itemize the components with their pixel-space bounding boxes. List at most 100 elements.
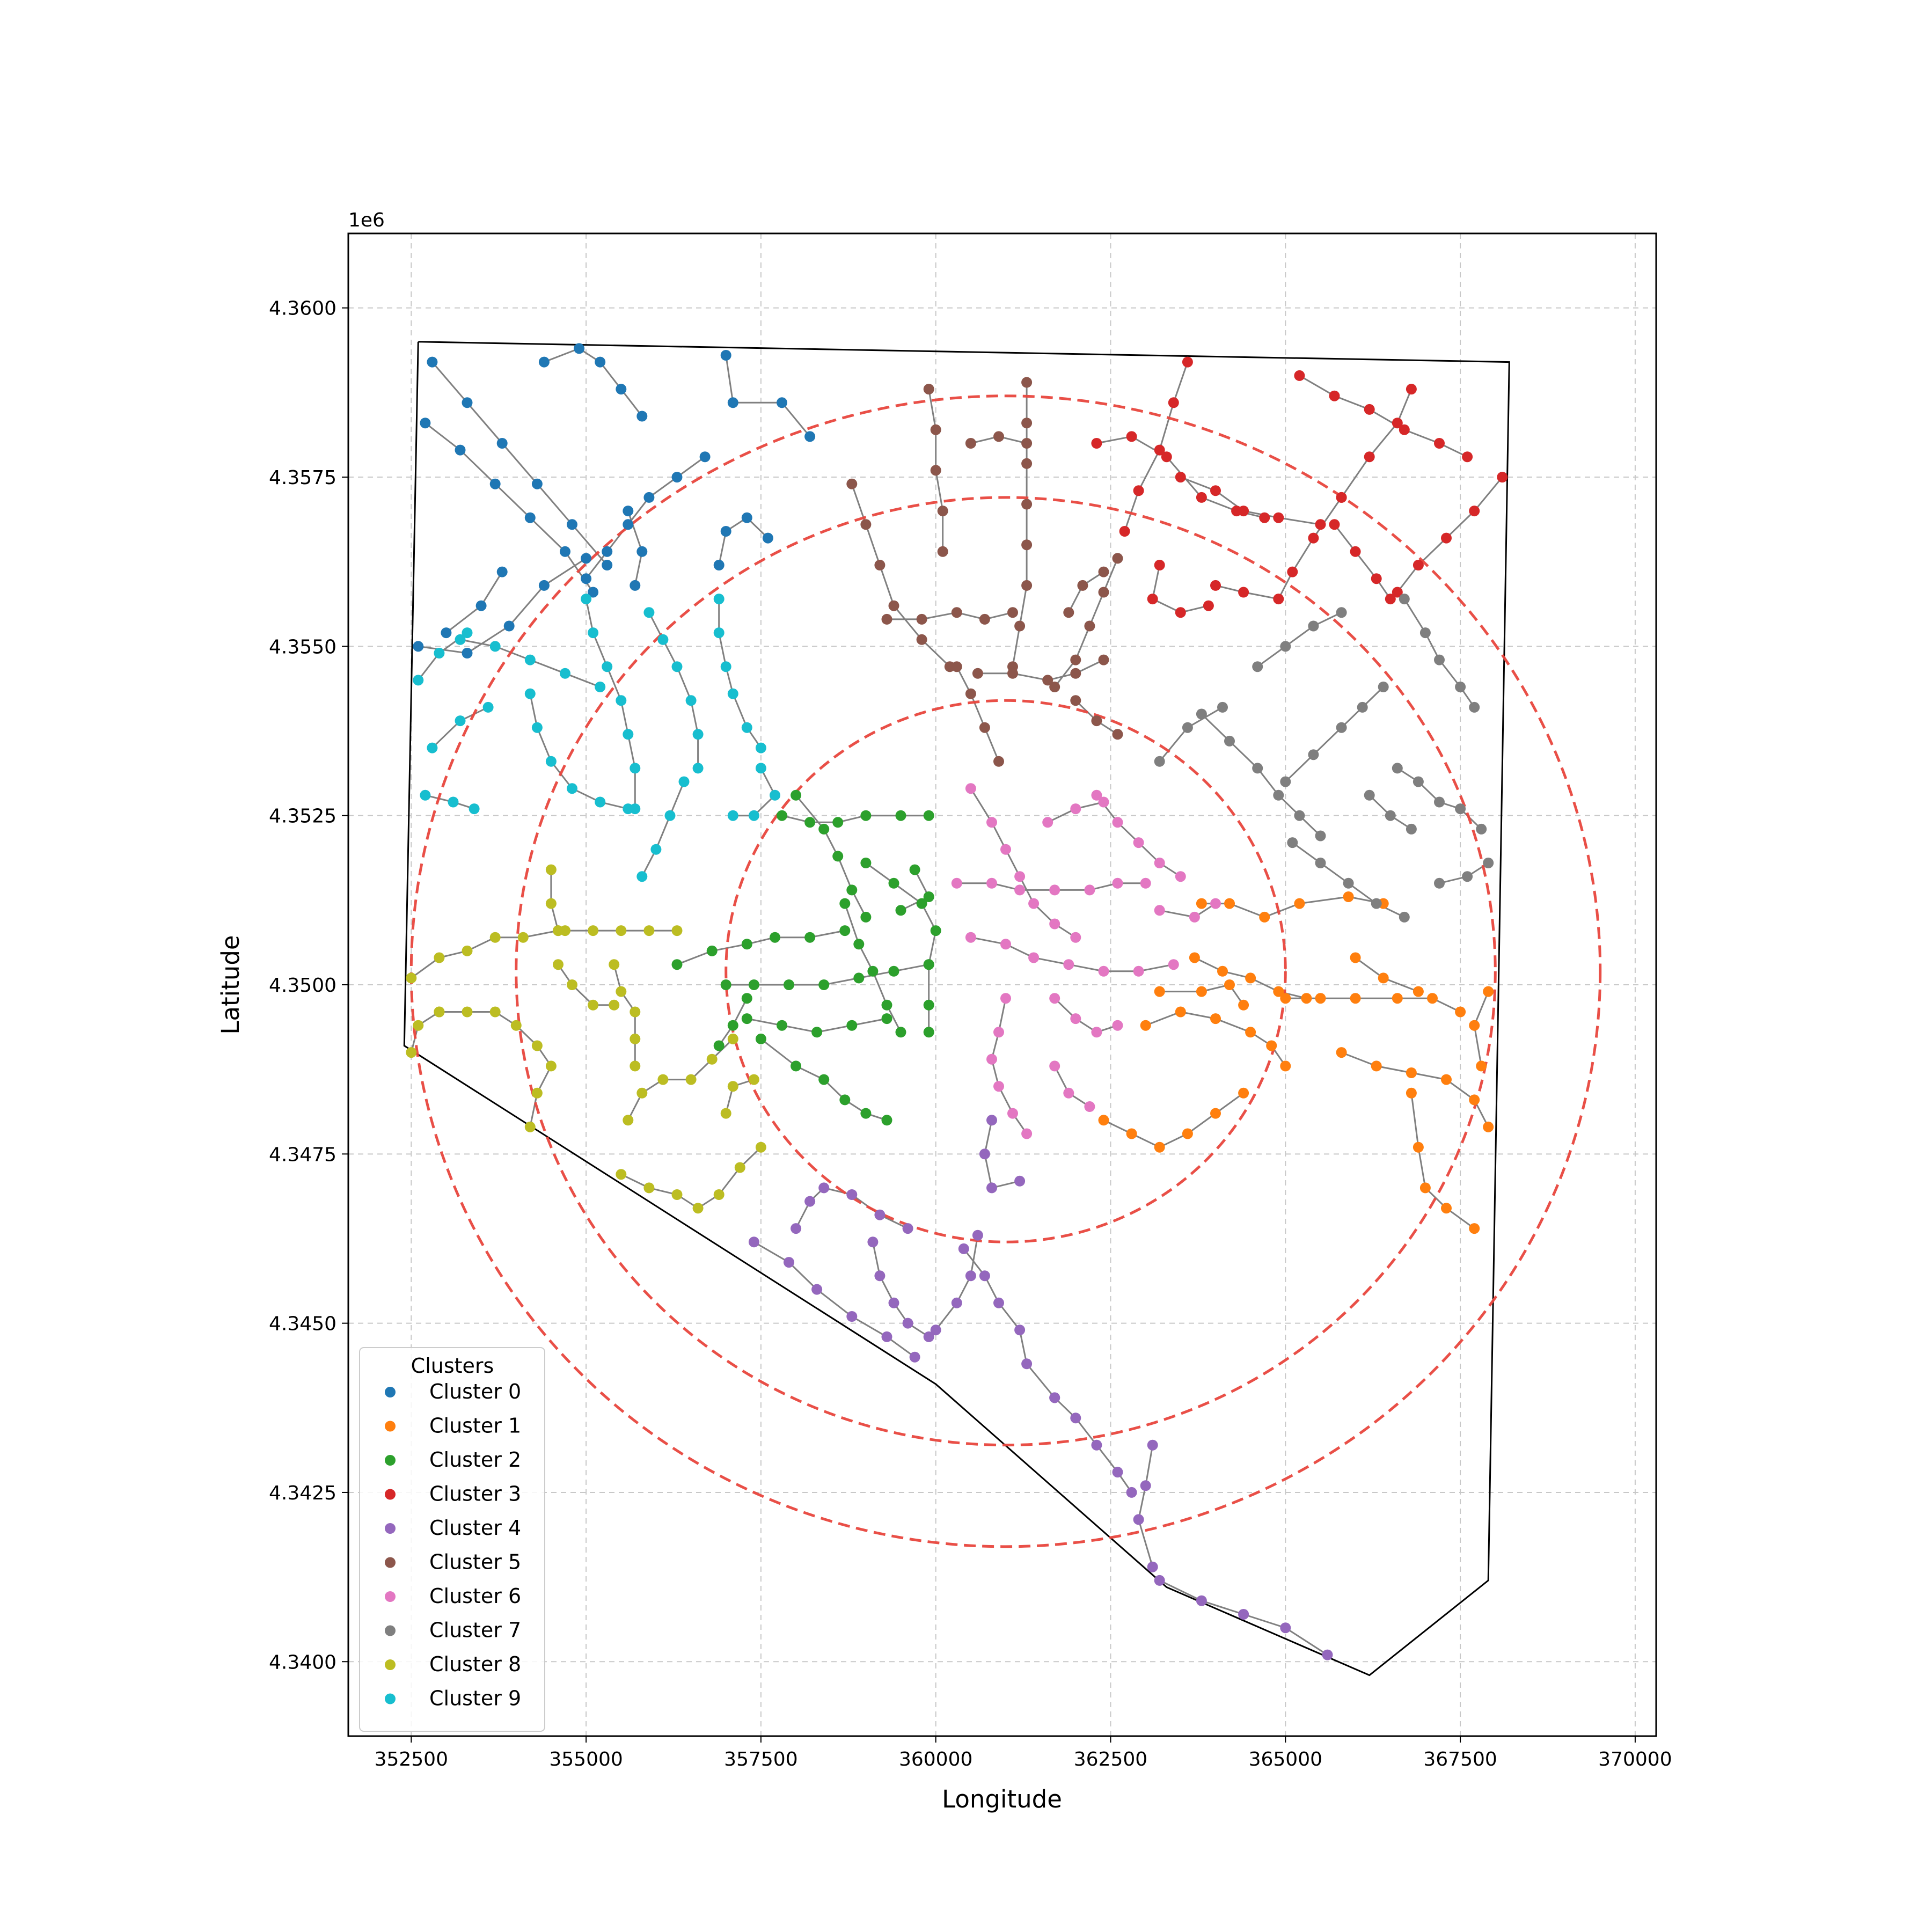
cluster-0-point: [762, 532, 773, 544]
cluster-0-point: [602, 560, 613, 570]
cluster-0-point: [503, 620, 515, 632]
cluster-1-point: [1273, 986, 1284, 997]
cluster-3-point: [1364, 451, 1375, 463]
cluster-1-point: [1126, 1128, 1137, 1139]
cluster-9-point: [567, 783, 577, 794]
cluster-1-point: [1238, 1087, 1249, 1099]
cluster-2-point: [727, 1020, 738, 1031]
cluster-3-point: [1497, 472, 1508, 483]
cluster-edge: [585, 456, 706, 580]
cluster-edge: [676, 930, 845, 965]
cluster-edge: [984, 1119, 1020, 1189]
y-offset-label: 1e6: [348, 209, 385, 231]
cluster-1-point: [1483, 1121, 1494, 1132]
cluster-2-point: [755, 1033, 766, 1044]
cluster-9-point: [727, 688, 738, 699]
cluster-0-point: [574, 343, 585, 354]
cluster-1-point: [1154, 986, 1165, 997]
cluster-4-point: [804, 1196, 816, 1207]
cluster-edge: [1151, 565, 1209, 613]
cluster-edge: [1012, 382, 1028, 667]
cluster-6-point: [993, 1081, 1004, 1092]
cluster-3-point: [1350, 546, 1361, 557]
legend-marker: [385, 1557, 396, 1568]
cluster-2-point: [818, 979, 830, 990]
cluster-8-point: [545, 1060, 557, 1072]
cluster-9-point: [636, 871, 648, 882]
cluster-8-point: [567, 979, 577, 990]
cluster-7-point: [1392, 763, 1403, 774]
cluster-1-point: [1343, 891, 1354, 902]
cluster-7-point: [1364, 789, 1375, 801]
cluster-9-point: [664, 810, 676, 821]
x-tick-label: 365000: [1249, 1748, 1322, 1770]
cluster-8-point: [727, 1033, 738, 1044]
legend-frame: [359, 1347, 545, 1732]
cluster-6-point: [1070, 1013, 1081, 1024]
cluster-9-point: [623, 729, 634, 740]
cluster-6-point: [1098, 965, 1109, 977]
cluster-2-point: [860, 858, 872, 868]
cluster-5-point: [1112, 729, 1123, 740]
cluster-5-point: [1021, 377, 1033, 388]
cluster-5-point: [1098, 566, 1109, 577]
cluster-6-point: [1112, 1020, 1123, 1031]
cluster-6-point: [1154, 905, 1165, 916]
cluster-5-point: [930, 424, 941, 435]
cluster-4-point: [1147, 1561, 1158, 1572]
cluster-7-point: [1336, 607, 1347, 618]
cluster-8-point: [406, 972, 417, 984]
cluster-5-point: [965, 688, 976, 699]
cluster-0-point: [643, 492, 655, 503]
cluster-8-point: [531, 1040, 543, 1051]
cluster-7-point: [1399, 594, 1410, 605]
cluster-4-point: [972, 1230, 983, 1241]
legend-marker: [385, 1625, 396, 1636]
cluster-0-point: [531, 478, 543, 489]
cluster-6-point: [1049, 918, 1060, 930]
cluster-8-point: [685, 1074, 697, 1085]
cluster-5-point: [916, 634, 927, 645]
cluster-3-point: [1161, 451, 1172, 463]
cluster-8-point: [713, 1189, 724, 1200]
cluster-1-point: [1245, 1027, 1256, 1038]
cluster-9-point: [595, 682, 606, 692]
cluster-7-point: [1343, 877, 1354, 889]
cluster-0-point: [636, 546, 648, 557]
cluster-edge: [733, 767, 776, 817]
cluster-9-point: [531, 722, 543, 733]
cluster-3-point: [1406, 384, 1417, 395]
cluster-8-point: [489, 932, 501, 943]
cluster-4-point: [1140, 1480, 1151, 1491]
cluster-0-point: [727, 397, 738, 408]
cluster-4-point: [1238, 1609, 1249, 1620]
legend-label: Cluster 7: [429, 1619, 521, 1642]
y-tick-label: 4.3475: [269, 1144, 336, 1166]
cluster-0-point: [462, 397, 473, 408]
cluster-3-point: [1210, 580, 1221, 591]
cluster-0-point: [777, 397, 787, 408]
legend-title: Clusters: [411, 1354, 494, 1378]
cluster-2-point: [881, 1115, 892, 1126]
cluster-3-point: [1196, 492, 1207, 503]
cluster-6-point: [1014, 884, 1026, 896]
legend-label: Cluster 4: [429, 1516, 521, 1540]
cluster-6-point: [965, 932, 976, 943]
cluster-2-point: [923, 999, 934, 1011]
legend-marker: [385, 1659, 396, 1670]
cluster-1-point: [1238, 999, 1249, 1011]
cluster-2-point: [860, 911, 872, 923]
cluster-0-point: [455, 444, 466, 456]
cluster-3-point: [1119, 526, 1130, 537]
cluster-2-point: [748, 979, 759, 990]
x-axis-ticks: 352500 355000 357500 360000 362500 365000 3675…: [375, 1736, 1672, 1770]
x-tick-label: 355000: [549, 1748, 623, 1770]
cluster-0-point: [588, 587, 599, 598]
cluster-1-point: [1441, 1203, 1452, 1214]
cluster-6-point: [1091, 789, 1102, 801]
cluster-2-point: [881, 999, 892, 1011]
cluster-9-point: [427, 742, 438, 753]
cluster-5-point: [881, 613, 892, 625]
cluster-4-point: [1126, 1487, 1137, 1498]
cluster-3-point: [1392, 418, 1403, 429]
